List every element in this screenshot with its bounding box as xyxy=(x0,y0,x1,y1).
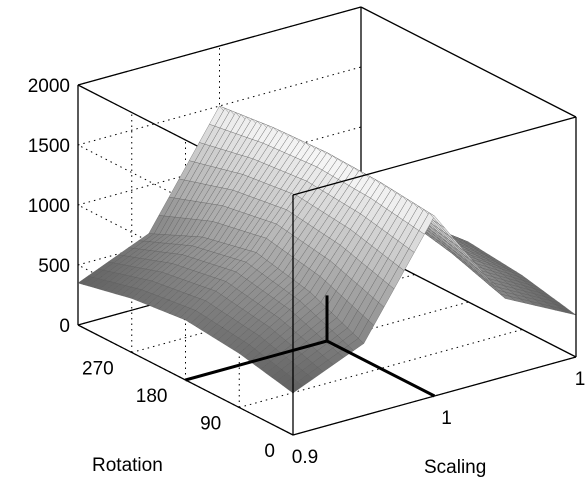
y-tick-label: 90 xyxy=(200,414,221,435)
x-tick-label: 0.9 xyxy=(292,447,318,468)
x-axis-label: Scaling xyxy=(424,457,486,478)
box-edge-front-top xyxy=(292,116,577,196)
optimum-marker xyxy=(185,295,436,398)
marker-line-scaling xyxy=(326,339,436,398)
surface-mesh xyxy=(77,105,577,394)
y-tick-label: 180 xyxy=(136,386,168,407)
z-tick-label: 500 xyxy=(38,256,70,277)
y-axis-label: Rotation xyxy=(92,455,163,476)
z-tick-label: 1500 xyxy=(28,136,70,157)
x-tick-label: 1 xyxy=(441,408,452,429)
tick-labels: 0 500 1000 1500 2000 0.9 1 1.1 0 90 180 270 xyxy=(28,76,586,468)
box-edge-back-top xyxy=(77,6,362,86)
box-edge-right-top xyxy=(360,6,577,118)
z-tick-label: 2000 xyxy=(28,76,70,97)
z-tick-label: 0 xyxy=(59,316,70,337)
y-tick-label: 270 xyxy=(82,359,114,380)
x-tick-label: 1.1 xyxy=(575,369,586,390)
marker-line-rotation xyxy=(185,339,328,382)
surface-patch xyxy=(560,308,577,316)
y-tick-label: 0 xyxy=(264,441,275,462)
z-tick-label: 1000 xyxy=(28,196,70,217)
